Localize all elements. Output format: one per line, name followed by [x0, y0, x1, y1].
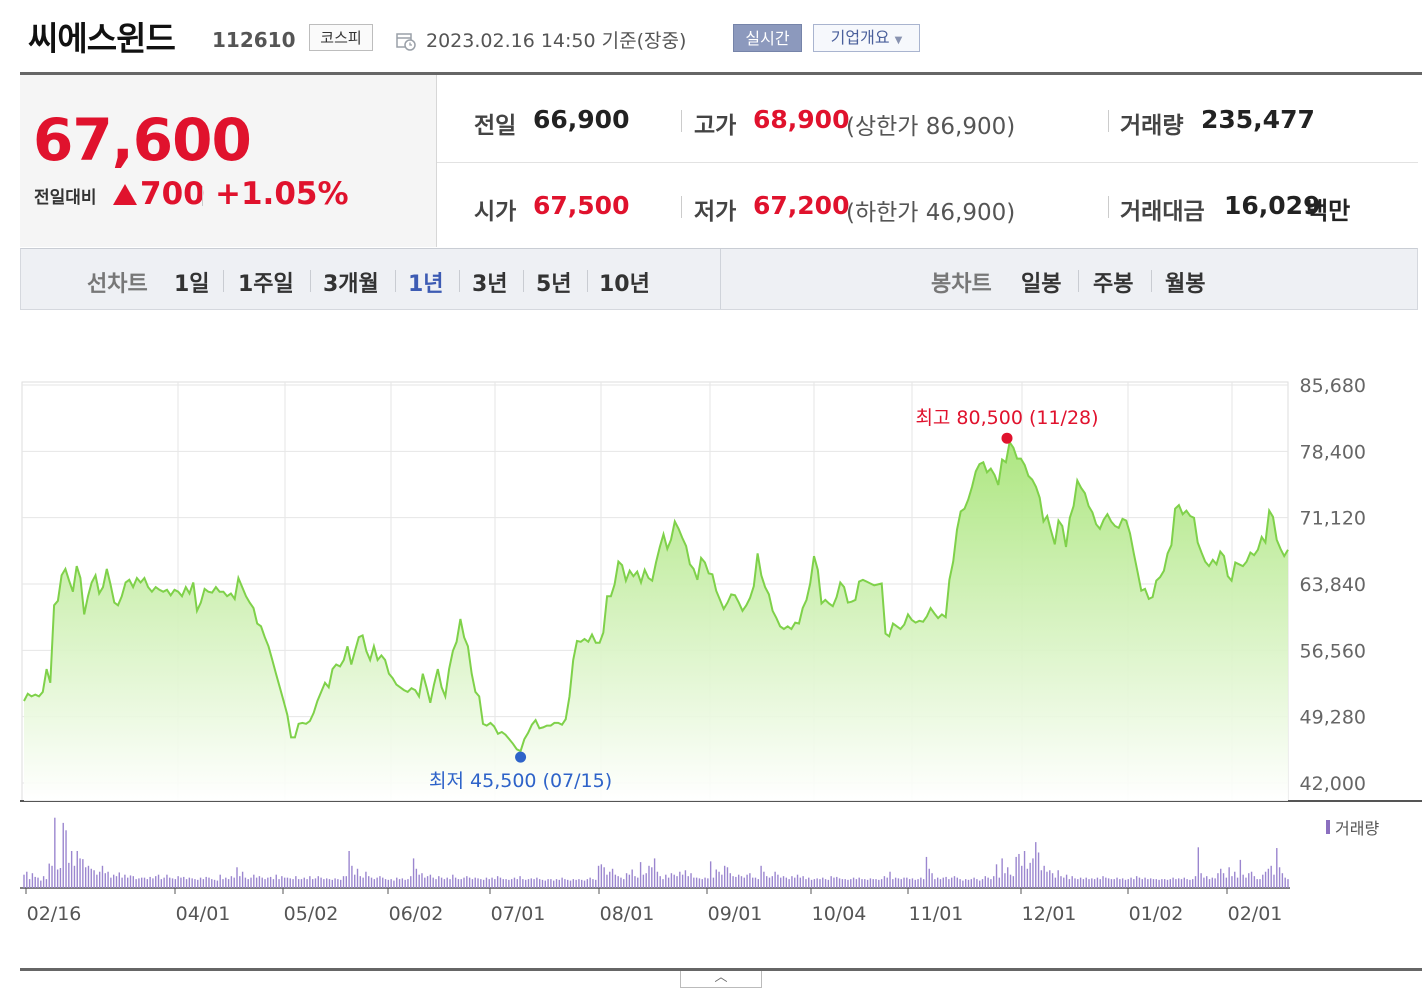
volume-legend-label: 거래량 — [1335, 819, 1379, 838]
line-chart-label: 선차트 — [87, 272, 148, 297]
y-tick-label: 85,680 — [1300, 375, 1366, 397]
divider — [720, 249, 721, 309]
divider — [1151, 270, 1152, 292]
price-change-percent: +1.05% — [215, 176, 349, 212]
stats-divider — [437, 162, 1418, 163]
price-line — [23, 439, 1289, 753]
x-tick-label: 04/01 — [176, 903, 231, 925]
current-price: 67,600 — [33, 106, 252, 174]
x-tick-label: 10/04 — [812, 903, 867, 925]
x-tick-label: 02/01 — [1228, 903, 1283, 925]
open-label: 시가 — [474, 199, 517, 225]
stock-code: 112610 — [212, 28, 296, 52]
open-value: 67,500 — [533, 191, 630, 220]
lower-limit: (하한가 46,900) — [846, 200, 1016, 226]
low-marker — [515, 751, 527, 763]
prev-close-value: 66,900 — [533, 105, 630, 134]
amount-unit: 백만 — [1306, 197, 1351, 225]
x-tick-label: 12/01 — [1022, 903, 1077, 925]
y-tick-label: 56,560 — [1300, 640, 1366, 662]
divider — [681, 196, 682, 218]
divider — [223, 270, 224, 292]
x-tick-label: 08/01 — [600, 903, 655, 925]
divider — [1078, 270, 1079, 292]
divider — [1108, 110, 1109, 132]
timestamp: 2023.02.16 14:50 기준(장중) — [426, 30, 687, 52]
y-tick-label: 42,000 — [1300, 773, 1366, 795]
y-tick-label: 63,840 — [1300, 574, 1366, 596]
low-label: 저가 — [694, 199, 737, 225]
company-overview-label: 기업개요 — [830, 28, 890, 47]
high-marker — [1001, 432, 1013, 444]
bottom-divider — [20, 968, 1422, 971]
tab-3year[interactable]: 3년 — [472, 272, 508, 297]
calendar-clock-icon — [396, 33, 416, 51]
x-tick-label: 01/02 — [1129, 903, 1184, 925]
divider — [202, 186, 203, 206]
chevron-up-icon: ︿ — [714, 970, 728, 985]
volume-label: 거래량 — [1120, 113, 1184, 139]
y-tick-label: 78,400 — [1300, 441, 1366, 463]
y-tick-label: 49,280 — [1300, 707, 1366, 729]
up-triangle-icon — [113, 184, 137, 205]
company-overview-dropdown[interactable]: 기업개요 ▼ — [813, 24, 920, 52]
price-chart: 85,680 78,400 71,120 63,840 56,560 49,280 42,0… — [20, 375, 1422, 925]
caret-down-icon: ▼ — [894, 35, 903, 46]
low-annotation: 최저 45,500 (07/15) — [429, 770, 612, 792]
low-value: 67,200 — [753, 191, 850, 220]
tab-1week[interactable]: 1주일 — [238, 272, 294, 297]
high-label: 고가 — [694, 113, 737, 139]
candle-chart-label: 봉차트 — [931, 272, 992, 297]
tab-1day[interactable]: 1일 — [174, 272, 210, 297]
divider — [523, 270, 524, 292]
volume-legend-swatch — [1326, 820, 1330, 834]
collapse-handle[interactable]: ︿ — [680, 971, 762, 988]
volume-value: 235,477 — [1201, 105, 1315, 134]
prev-diff-label: 전일대비 — [34, 188, 97, 208]
x-tick-label: 05/02 — [284, 903, 339, 925]
x-tick-label: 06/02 — [389, 903, 444, 925]
x-tick-label: 09/01 — [708, 903, 763, 925]
tab-3month[interactable]: 3개월 — [323, 272, 379, 297]
tab-1year[interactable]: 1년 — [408, 272, 444, 297]
price-change: 700 — [140, 176, 205, 212]
high-value: 68,900 — [753, 105, 850, 134]
price-panel — [20, 75, 437, 247]
tab-monthly-candle[interactable]: 월봉 — [1165, 272, 1206, 297]
market-badge: 코스피 — [309, 24, 373, 51]
prev-close-label: 전일 — [474, 113, 517, 139]
amount-value: 16,029 — [1224, 191, 1321, 220]
tab-weekly-candle[interactable]: 주봉 — [1093, 272, 1134, 297]
high-annotation: 최고 80,500 (11/28) — [915, 407, 1098, 429]
x-tick-label: 11/01 — [909, 903, 964, 925]
top-divider — [20, 72, 1422, 75]
upper-limit: (상한가 86,900) — [846, 114, 1016, 140]
divider — [587, 270, 588, 292]
period-tab-bar — [20, 248, 1418, 310]
tab-10year[interactable]: 10년 — [599, 272, 650, 297]
divider — [1108, 196, 1109, 218]
realtime-button[interactable]: 실시간 — [733, 24, 802, 52]
divider — [310, 270, 311, 292]
divider — [681, 110, 682, 132]
divider — [459, 270, 460, 292]
x-tick-label: 02/16 — [27, 903, 82, 925]
stock-name: 씨에스윈드 — [28, 19, 176, 58]
amount-label: 거래대금 — [1120, 199, 1205, 225]
price-area — [24, 442, 1288, 801]
tab-5year[interactable]: 5년 — [536, 272, 572, 297]
y-tick-label: 71,120 — [1300, 508, 1366, 530]
tab-daily-candle[interactable]: 일봉 — [1021, 272, 1062, 297]
x-tick-label: 07/01 — [491, 903, 546, 925]
divider — [395, 270, 396, 292]
